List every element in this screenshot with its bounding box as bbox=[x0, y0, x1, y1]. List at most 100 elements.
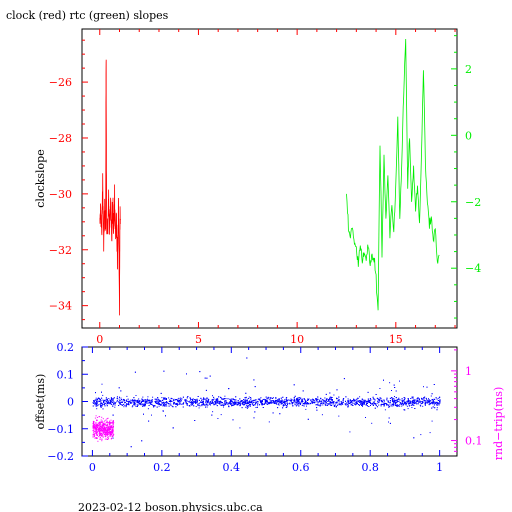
roundtrip-point bbox=[105, 429, 107, 431]
offset-point bbox=[209, 375, 211, 377]
offset-point bbox=[195, 406, 197, 407]
offset-point bbox=[116, 398, 118, 400]
offset-point bbox=[164, 399, 166, 400]
roundtrip-point bbox=[106, 432, 108, 434]
offset-point bbox=[365, 404, 367, 406]
roundtrip-point bbox=[102, 425, 104, 426]
roundtrip-point bbox=[103, 432, 105, 434]
roundtrip-point bbox=[104, 420, 106, 422]
roundtrip-point bbox=[103, 423, 105, 425]
offset-point bbox=[426, 399, 428, 401]
offset-point bbox=[248, 403, 249, 405]
offset-point bbox=[248, 398, 250, 399]
offset-point bbox=[255, 407, 257, 408]
offset-point bbox=[193, 401, 195, 403]
bottom-y-axis-label: offset(ms) bbox=[34, 374, 47, 430]
offset-point bbox=[257, 398, 259, 400]
offset-point bbox=[168, 403, 169, 405]
offset-point bbox=[184, 399, 185, 401]
offset-point bbox=[278, 402, 280, 404]
offset-point bbox=[247, 401, 249, 403]
offset-point bbox=[213, 402, 214, 404]
offset-point bbox=[289, 403, 291, 405]
offset-point bbox=[308, 403, 310, 405]
offset-point bbox=[147, 400, 149, 402]
offset-point bbox=[261, 404, 263, 406]
roundtrip-point bbox=[113, 426, 114, 427]
offset-point bbox=[361, 404, 362, 406]
offset-point bbox=[142, 406, 144, 407]
offset-point bbox=[180, 400, 182, 402]
offset-point bbox=[114, 404, 116, 406]
offset-point bbox=[148, 405, 150, 406]
offset-point bbox=[248, 401, 250, 403]
offset-point bbox=[111, 398, 113, 400]
offset-point bbox=[270, 400, 272, 402]
offset-point bbox=[391, 404, 393, 406]
offset-point bbox=[284, 401, 286, 402]
offset-point bbox=[217, 418, 219, 419]
roundtrip-point bbox=[107, 437, 109, 439]
offset-point bbox=[249, 402, 251, 404]
offset-point bbox=[299, 402, 301, 404]
offset-point bbox=[170, 403, 172, 405]
offset-point bbox=[332, 404, 334, 406]
offset-point bbox=[95, 397, 97, 399]
offset-point bbox=[142, 399, 144, 401]
roundtrip-point bbox=[103, 431, 105, 433]
top-x-tick-label: 15 bbox=[389, 333, 403, 346]
roundtrip-point bbox=[102, 426, 104, 428]
offset-point bbox=[282, 400, 284, 402]
offset-point bbox=[420, 403, 422, 405]
offset-point bbox=[345, 400, 346, 402]
roundtrip-point bbox=[92, 426, 94, 428]
roundtrip-point bbox=[107, 430, 108, 432]
offset-point bbox=[429, 400, 431, 402]
roundtrip-point bbox=[99, 437, 101, 438]
offset-point bbox=[147, 398, 148, 400]
offset-point bbox=[322, 403, 324, 404]
offset-point bbox=[237, 402, 239, 404]
offset-point bbox=[431, 399, 433, 400]
offset-point bbox=[110, 401, 112, 403]
offset-point bbox=[203, 403, 205, 405]
offset-point bbox=[190, 403, 192, 405]
offset-point bbox=[221, 398, 223, 400]
offset-point bbox=[268, 402, 270, 404]
roundtrip-point bbox=[100, 426, 101, 427]
offset-point bbox=[419, 399, 420, 400]
roundtrip-point bbox=[98, 428, 100, 430]
offset-point bbox=[176, 403, 178, 405]
roundtrip-point bbox=[104, 426, 105, 428]
offset-point bbox=[213, 398, 215, 400]
offset-point bbox=[387, 401, 389, 403]
offset-point bbox=[430, 395, 432, 397]
offset-point bbox=[154, 405, 156, 407]
offset-point bbox=[191, 400, 193, 401]
offset-point bbox=[212, 399, 214, 401]
offset-point bbox=[143, 399, 145, 401]
offset-point bbox=[214, 401, 216, 402]
offset-point bbox=[392, 404, 394, 405]
roundtrip-point bbox=[97, 429, 99, 431]
offset-point bbox=[244, 400, 246, 401]
offset-point bbox=[167, 402, 169, 404]
offset-point bbox=[247, 406, 249, 408]
offset-point bbox=[136, 401, 138, 403]
offset-point bbox=[253, 401, 255, 403]
offset-point bbox=[267, 396, 269, 398]
offset-point bbox=[409, 402, 411, 404]
offset-point bbox=[417, 398, 419, 400]
offset-point bbox=[175, 406, 177, 408]
offset-point bbox=[232, 398, 234, 400]
offset-point bbox=[275, 398, 277, 400]
offset-point bbox=[295, 405, 297, 407]
offset-point bbox=[204, 404, 206, 406]
offset-point bbox=[194, 399, 196, 401]
offset-point bbox=[227, 403, 229, 405]
offset-point bbox=[351, 403, 353, 405]
offset-point bbox=[260, 400, 262, 402]
offset-point bbox=[286, 397, 288, 399]
offset-point bbox=[214, 403, 216, 405]
offset-point bbox=[278, 399, 280, 401]
